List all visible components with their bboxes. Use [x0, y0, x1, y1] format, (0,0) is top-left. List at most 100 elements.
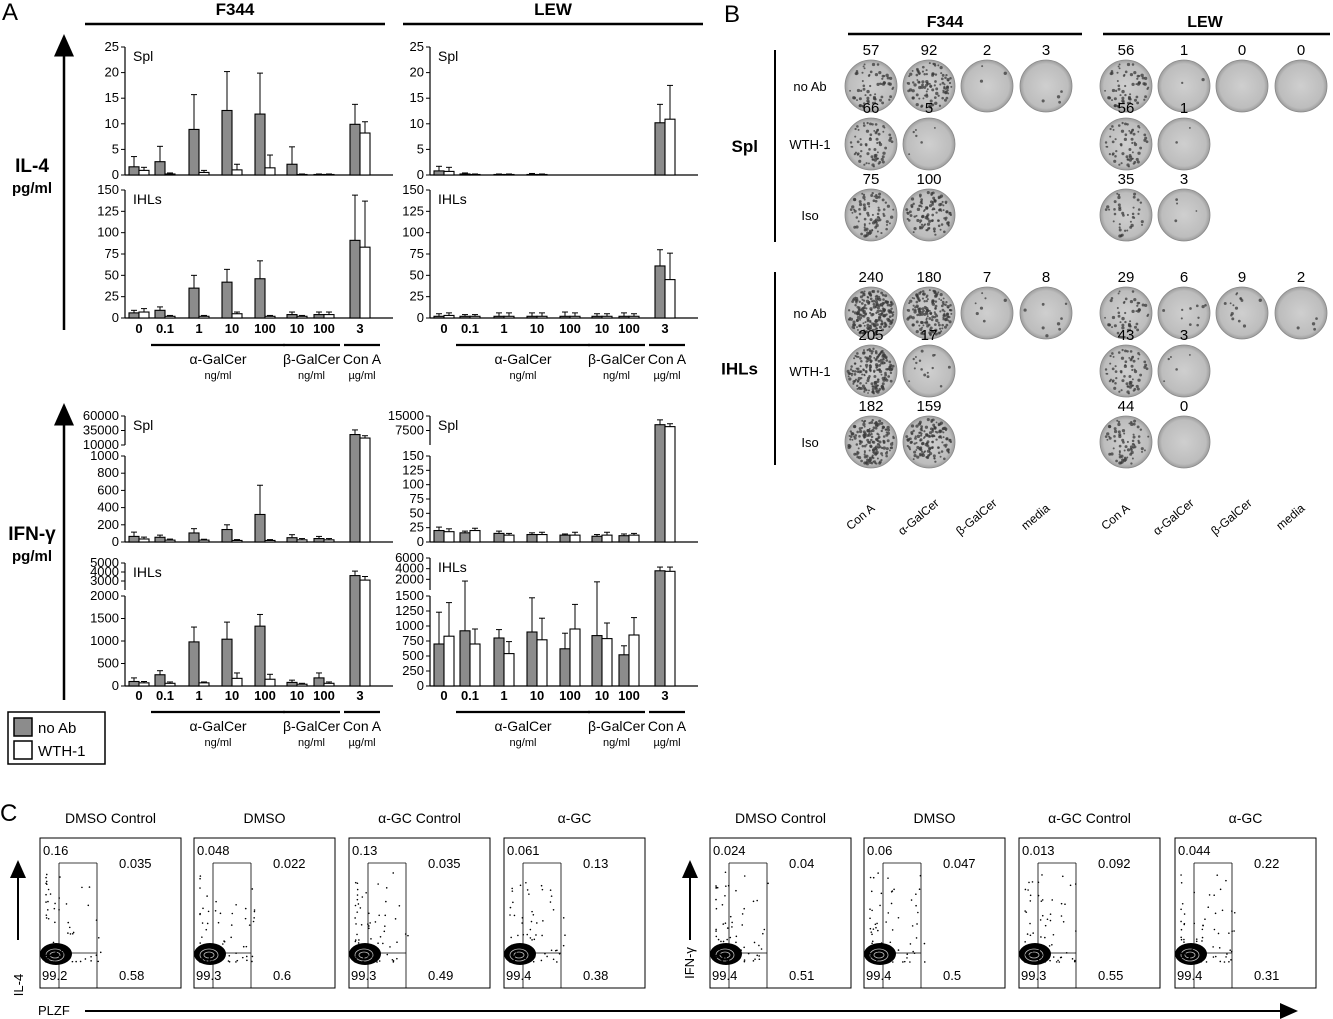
event-dot [869, 908, 871, 910]
bar-wth1 [664, 426, 676, 543]
row-group-label: Spl [732, 137, 758, 156]
spot [874, 73, 879, 77]
spot [852, 320, 856, 324]
spot [941, 96, 944, 100]
spot [1064, 302, 1068, 306]
spot [1117, 292, 1120, 295]
spot [929, 328, 932, 331]
spot [1140, 447, 1144, 451]
x-tick-label: 3 [661, 321, 668, 336]
event-dot [890, 902, 893, 905]
bar-no-ab [286, 681, 298, 687]
spot [915, 214, 918, 217]
spot [886, 439, 890, 443]
event-dot [215, 900, 217, 903]
spot [1141, 76, 1145, 80]
spot [1141, 303, 1145, 307]
spot [1136, 74, 1140, 78]
event-dot [871, 940, 874, 943]
bar-wth1 [323, 539, 335, 543]
spot [929, 99, 933, 103]
spot [1111, 88, 1116, 93]
event-dot [517, 934, 519, 937]
spot [865, 371, 868, 374]
spot [908, 210, 912, 214]
well-disc [1019, 286, 1073, 340]
spot [913, 367, 916, 370]
spot [874, 153, 878, 157]
event-dot [1038, 949, 1041, 952]
spot [915, 67, 919, 71]
elispot-well [1099, 117, 1153, 171]
event-dot [1213, 928, 1216, 931]
spot [858, 331, 863, 335]
spot [1111, 99, 1113, 102]
spot [1129, 93, 1132, 96]
spot [850, 432, 854, 436]
event-dot [396, 941, 398, 944]
spot [874, 421, 878, 425]
spot [880, 291, 884, 295]
y-tick-label: 7500 [395, 423, 424, 438]
spot [1110, 452, 1114, 456]
spot [920, 432, 923, 435]
spot [889, 371, 893, 375]
bar-wth1 [503, 315, 515, 319]
event-dot [368, 955, 370, 958]
spot [871, 390, 875, 394]
event-dot [715, 956, 717, 959]
spot [919, 195, 922, 198]
flow-plot-frame [348, 837, 491, 989]
spot [867, 392, 869, 394]
event-dot [730, 955, 733, 958]
spot [1131, 457, 1134, 460]
spot [939, 292, 943, 297]
spot [879, 358, 883, 362]
spot [944, 76, 947, 79]
event-dot [760, 948, 763, 950]
spot [882, 298, 885, 301]
spot [929, 84, 933, 88]
event-dot [1203, 951, 1206, 954]
spot [1121, 438, 1125, 442]
quadrant-ur: 0.04 [789, 856, 814, 871]
spot [863, 425, 866, 428]
spot [875, 366, 878, 369]
event-dot [354, 961, 356, 963]
spot [877, 316, 882, 320]
spot [860, 459, 863, 463]
quadrant-ul: 0.044 [1178, 843, 1211, 858]
spot [934, 233, 937, 236]
event-dot [1030, 953, 1033, 956]
spot [1120, 144, 1123, 147]
spot [1125, 155, 1129, 159]
event-dot [1049, 959, 1051, 962]
event-dot [370, 938, 372, 940]
event-dot [1219, 888, 1222, 891]
spot [1135, 157, 1139, 162]
spot [931, 330, 935, 334]
spot [867, 301, 871, 305]
bar-no-ab [559, 648, 571, 687]
spot [857, 376, 861, 381]
event-dot [897, 949, 900, 951]
spot [938, 327, 942, 330]
spot [1118, 433, 1122, 437]
spot [855, 355, 859, 358]
chart-title: Spl [133, 417, 153, 433]
spot [880, 231, 883, 235]
event-dot [245, 945, 248, 948]
bar-wth1 [231, 169, 243, 176]
spot [931, 299, 935, 303]
event-dot [79, 960, 82, 963]
spot [1112, 128, 1115, 131]
y-tick-label: 0 [112, 310, 119, 325]
x-tick-label: 10 [225, 688, 239, 703]
plzf-axis-label: PLZF [38, 1003, 70, 1018]
event-dot [743, 875, 746, 877]
spot [941, 441, 944, 444]
spot [945, 210, 949, 214]
event-dot [903, 960, 906, 963]
event-dot [1024, 910, 1026, 912]
